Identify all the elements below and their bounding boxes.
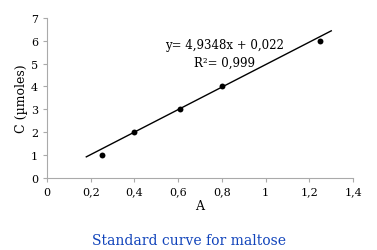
Point (177, 108, 183, 112)
Point (219, 85, 225, 89)
Text: y= 4,9348x + 0,022
R²= 0,999: y= 4,9348x + 0,022 R²= 0,999 (165, 38, 284, 69)
Text: Standard curve for maltose: Standard curve for maltose (92, 234, 285, 247)
X-axis label: A: A (196, 200, 205, 212)
Point (132, 130, 138, 134)
Point (317, 40, 323, 44)
Y-axis label: C (µmoles): C (µmoles) (15, 64, 28, 132)
Point (99, 153, 105, 157)
